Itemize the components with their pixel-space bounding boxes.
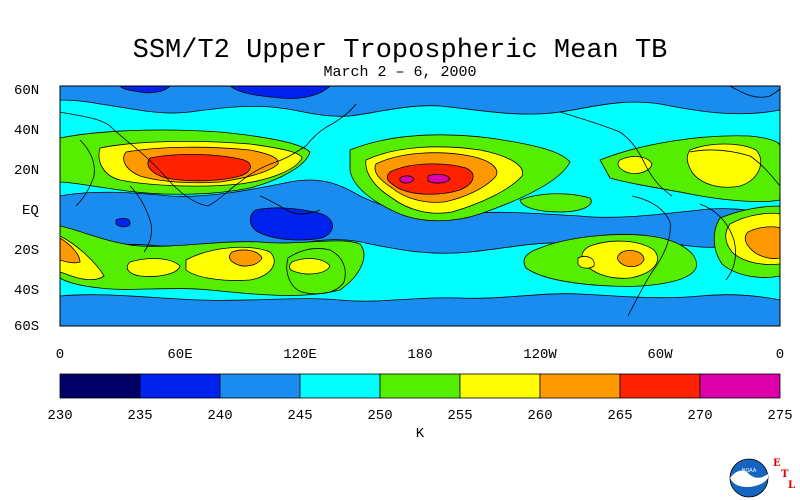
contour-small-green <box>519 193 592 213</box>
contour-south-yellow-4 <box>288 258 331 275</box>
lon-label-120e: 120E <box>283 347 317 363</box>
colorbar-swatch <box>539 373 621 399</box>
lat-label-20s: 20S <box>14 243 39 259</box>
colorbar-swatch <box>59 373 141 399</box>
colorbar-tick-label: 255 <box>447 408 472 424</box>
lat-label-40s: 40S <box>14 283 39 299</box>
colorbar-swatch <box>299 373 381 399</box>
colorbar-ticks: 230 235 240 245 250 255 260 265 270 275 <box>47 408 792 424</box>
temperature-field <box>60 86 780 326</box>
colorbar-swatch <box>139 373 221 399</box>
contour-south-yellow-2 <box>126 258 181 277</box>
map-frame <box>59 85 781 327</box>
lon-label-0-end: 0 <box>776 347 784 363</box>
lat-label-40n: 40N <box>14 123 39 139</box>
colorbar-tick-label: 275 <box>767 408 792 424</box>
colorbar-tick-label: 260 <box>527 408 552 424</box>
contour-small-deep <box>115 217 131 228</box>
lat-label-eq: EQ <box>22 203 39 219</box>
lon-label-60w: 60W <box>647 347 673 363</box>
contour-pacific-magenta-2 <box>427 173 451 184</box>
lon-axis: 0 60E 120E 180 120W 60W 0 <box>56 347 784 363</box>
contour-north-deep-2 <box>119 86 171 94</box>
lat-label-60n: 60N <box>14 83 39 99</box>
coastlines <box>60 86 780 317</box>
colorbar <box>59 373 781 399</box>
contour-pacific-magenta-1 <box>399 175 415 184</box>
colorbar-tick-label: 240 <box>207 408 232 424</box>
colorbar-tick-label: 265 <box>607 408 632 424</box>
contour-north-blue <box>60 86 780 117</box>
contour-south-blue <box>60 293 780 326</box>
lat-label-60s: 60S <box>14 319 39 335</box>
colorbar-tick-label: 230 <box>47 408 72 424</box>
contour-south-orange-2 <box>228 249 263 267</box>
colorbar-tick-label: 250 <box>367 408 392 424</box>
chart-subtitle: March 2 – 6, 2000 <box>323 64 477 81</box>
contour-north-deep <box>229 86 331 99</box>
logo-letter-e: E <box>773 458 781 469</box>
lat-axis: 60N 40N 20N EQ 20S 40S 60S <box>14 83 39 335</box>
contour-asia-red <box>147 153 251 182</box>
lon-label-120w: 120W <box>523 347 557 363</box>
colorbar-swatch <box>699 373 781 399</box>
noaa-badge-text: NOAA <box>742 468 757 474</box>
logo-letter-t: T <box>781 469 789 480</box>
colorbar-tick-label: 245 <box>287 408 312 424</box>
colorbar-unit: K <box>416 426 425 442</box>
colorbar-swatch <box>219 373 301 399</box>
lon-label-0: 0 <box>56 347 64 363</box>
colorbar-tick-label: 235 <box>127 408 152 424</box>
noaa-logo: NOAA E T L <box>729 458 795 498</box>
contour-atlantic-yellow <box>686 143 762 188</box>
contour-south-orange-1 <box>60 237 81 264</box>
colorbar-swatch <box>459 373 541 399</box>
colorbar-swatch <box>379 373 461 399</box>
colorbar-tick-label: 270 <box>687 408 712 424</box>
colorbar-swatch <box>619 373 701 399</box>
logo-letter-l: L <box>788 480 795 491</box>
lon-label-60e: 60E <box>167 347 192 363</box>
contour-south-orange-3 <box>617 250 645 268</box>
contour-south-yellow-6 <box>577 256 595 269</box>
lat-label-20n: 20N <box>14 163 39 179</box>
contour-indonesia-deep <box>249 207 333 241</box>
lon-label-180: 180 <box>407 347 432 363</box>
chart-title: SSM/T2 Upper Tropospheric Mean TB <box>132 36 668 66</box>
contour-east-orange <box>744 226 780 259</box>
